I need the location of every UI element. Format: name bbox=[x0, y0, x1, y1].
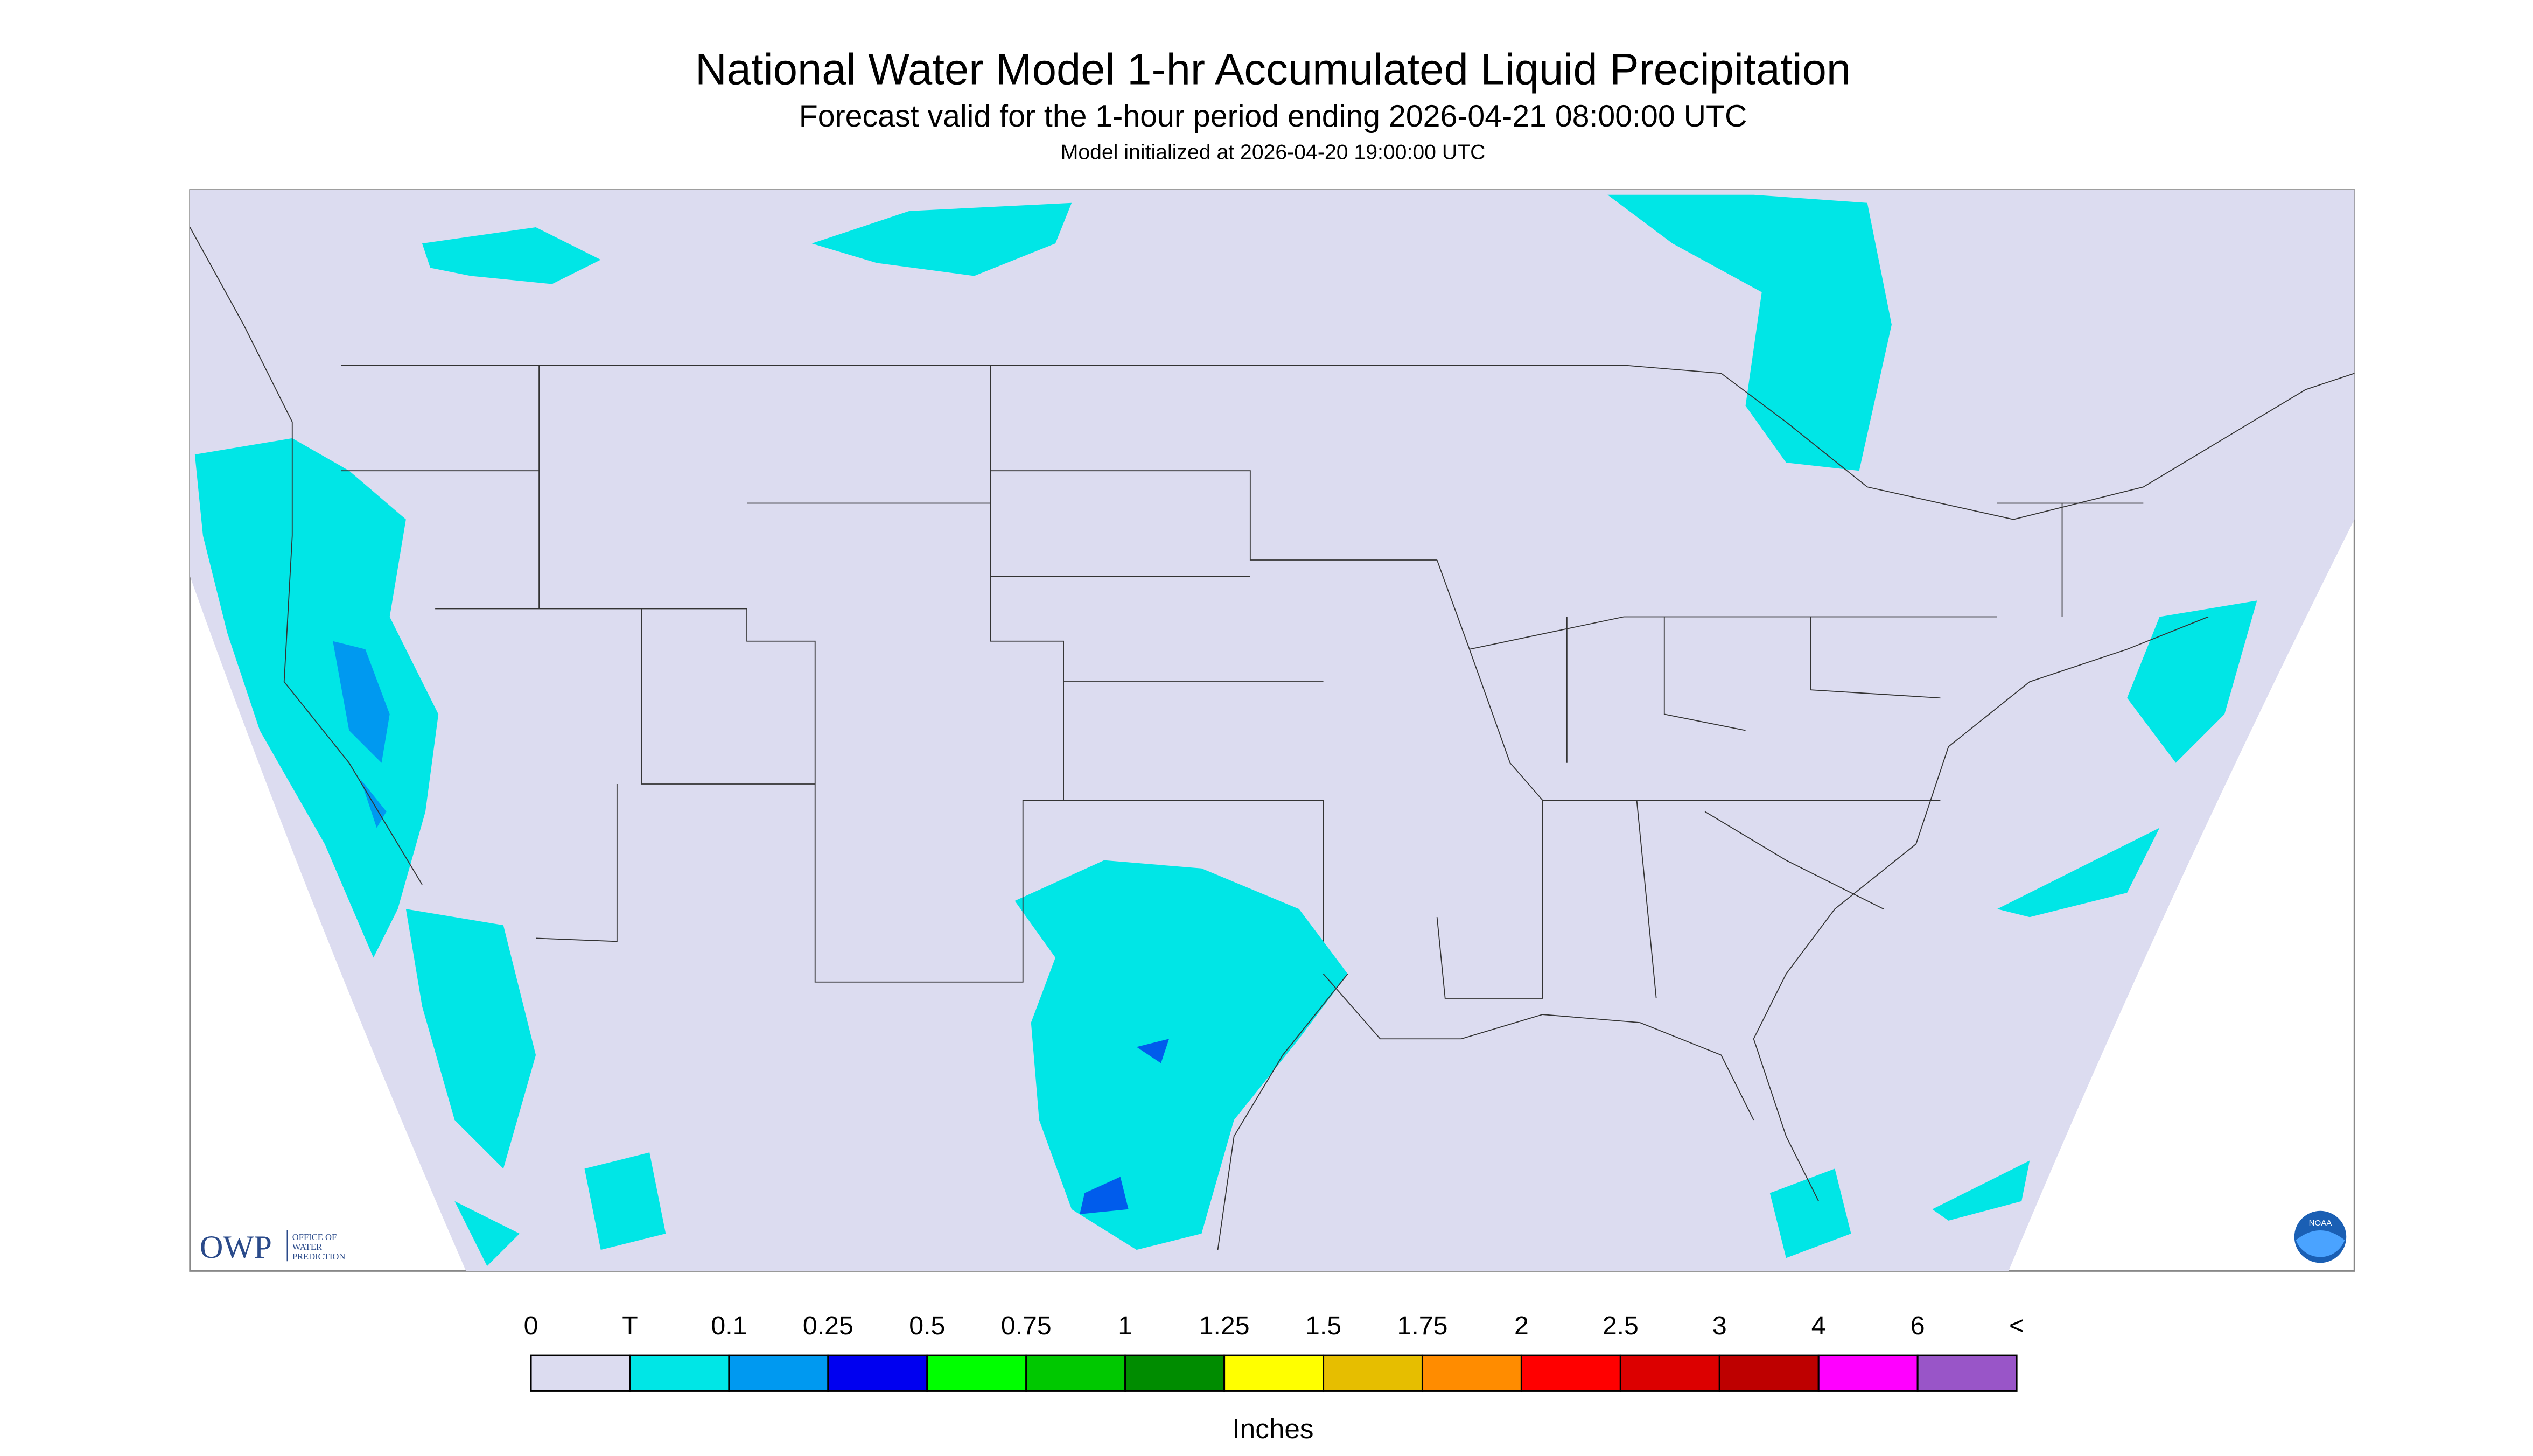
legend-swatch bbox=[1025, 1354, 1126, 1392]
legend-label: 0.75 bbox=[1001, 1311, 1052, 1340]
legend-swatch bbox=[827, 1354, 928, 1392]
legend-label: 1 bbox=[1118, 1311, 1132, 1340]
legend-swatch bbox=[629, 1354, 730, 1392]
legend-label: 0 bbox=[524, 1311, 538, 1340]
precip-texas bbox=[1014, 860, 1348, 1250]
legend-swatch bbox=[1817, 1354, 1919, 1392]
legend-label: < bbox=[2009, 1311, 2024, 1340]
precip-atlantic bbox=[1769, 828, 2160, 1258]
precip-ontario bbox=[1607, 194, 1892, 471]
subtitle: Forecast valid for the 1-hour period end… bbox=[799, 99, 1747, 134]
owp-text: OFFICE OF bbox=[292, 1232, 337, 1242]
precip-west-coast-heavy bbox=[333, 641, 390, 828]
precip-areas bbox=[194, 194, 2257, 1266]
legend-swatch bbox=[530, 1354, 631, 1392]
legend-swatch bbox=[1124, 1354, 1226, 1392]
legend-swatch bbox=[926, 1354, 1027, 1392]
legend-label: 1.5 bbox=[1305, 1311, 1341, 1340]
coastlines bbox=[190, 227, 2355, 1250]
legend-swatch bbox=[728, 1354, 829, 1392]
legend-swatch bbox=[1718, 1354, 1820, 1392]
owp-logo: OWP bbox=[200, 1229, 272, 1265]
legend-swatch bbox=[1223, 1354, 1325, 1392]
precip-canada-central bbox=[811, 202, 1072, 276]
legend-label: 0.25 bbox=[803, 1311, 853, 1340]
init-time: Model initialized at 2026-04-20 19:00:00… bbox=[1061, 141, 1486, 164]
precip-pacific bbox=[405, 909, 666, 1266]
legend-swatch bbox=[1916, 1354, 2018, 1392]
state-lines bbox=[341, 365, 2144, 999]
state-borders bbox=[190, 227, 2355, 1250]
legend-label: 1.75 bbox=[1397, 1311, 1448, 1340]
legend-label: 3 bbox=[1712, 1311, 1727, 1340]
legend-label: 0.5 bbox=[909, 1311, 945, 1340]
legend-label: 6 bbox=[1911, 1311, 1925, 1340]
precip-northeast bbox=[2127, 600, 2257, 763]
legend-label: 0.1 bbox=[711, 1311, 747, 1340]
legend-label: T bbox=[622, 1311, 638, 1340]
map: OWP OFFICE OF WATER PREDICTION NOAA bbox=[189, 189, 2355, 1272]
precip-texas-heavy bbox=[1080, 1039, 1170, 1214]
owp-text: PREDICTION bbox=[292, 1251, 346, 1262]
legend-swatch bbox=[1619, 1354, 1720, 1392]
legend-label: 1.25 bbox=[1199, 1311, 1250, 1340]
precip-west-coast bbox=[194, 438, 439, 958]
owp-text: WATER bbox=[292, 1242, 323, 1252]
noaa-wave bbox=[2296, 1230, 2345, 1257]
legend-label: 2.5 bbox=[1603, 1311, 1639, 1340]
legend-label: 4 bbox=[1811, 1311, 1826, 1340]
legend-label: 2 bbox=[1514, 1311, 1529, 1340]
legend-swatch bbox=[1520, 1354, 1621, 1392]
legend-swatch bbox=[1323, 1354, 1423, 1392]
legend: 0 T 0.1 0.25 0.5 0.75 1 1.25 1.5 1.75 2 2.5 3 4 6 < bbox=[524, 1311, 2024, 1392]
legend-units: Inches bbox=[1233, 1413, 1314, 1444]
legend-swatch bbox=[1421, 1354, 1522, 1392]
title: National Water Model 1-hr Accumulated Li… bbox=[695, 45, 1851, 94]
noaa-text: NOAA bbox=[2309, 1219, 2333, 1228]
precip-canada-west bbox=[422, 227, 601, 284]
